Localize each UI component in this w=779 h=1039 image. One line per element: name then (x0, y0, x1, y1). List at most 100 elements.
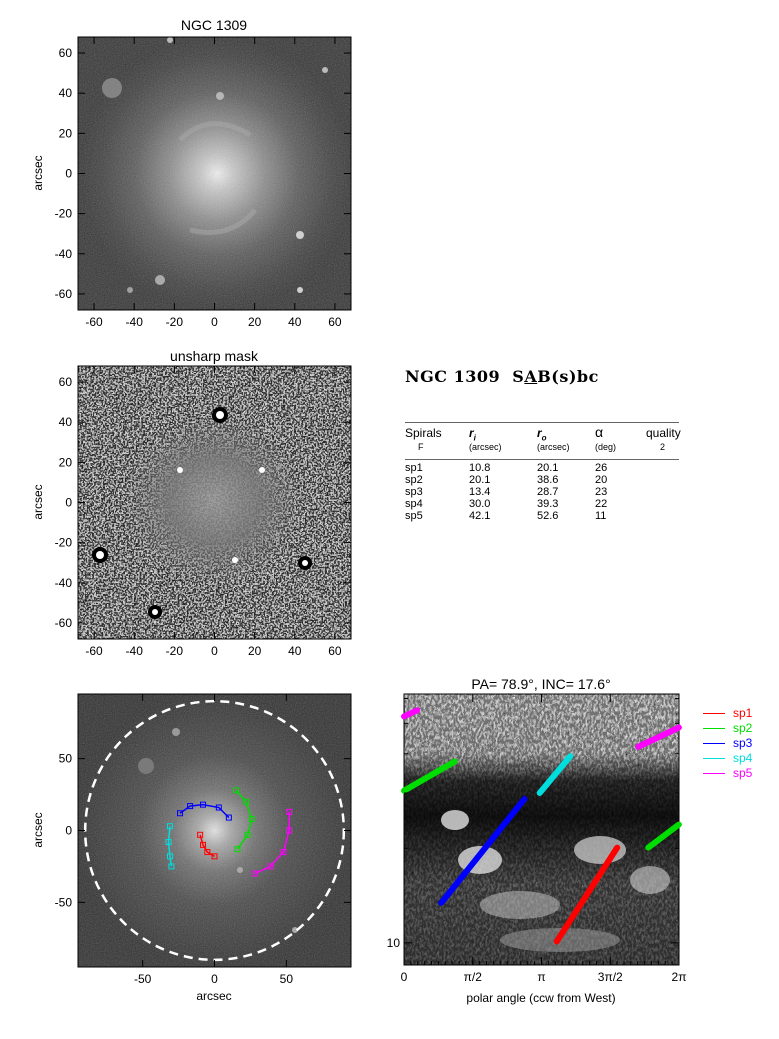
col-ri-unit: (arcsec) (469, 442, 502, 452)
panel-polar-plot (403, 693, 680, 966)
panel3-ticks: -50 0 50 -50 0 50 (55, 694, 351, 986)
panel3-overlays (83, 699, 346, 962)
row-name: sp4 (405, 498, 423, 510)
panel4-xlabel: polar angle (ccw from West) (466, 991, 615, 1005)
panel4-ticks: 0 π/2 π 3π/2 2π 10 (387, 694, 687, 984)
spiral-marker-sp2 (244, 831, 251, 838)
col-ri-symbol: r (469, 426, 474, 440)
x-tick-label: 20 (248, 644, 262, 658)
x-tick-label: -60 (85, 644, 103, 658)
spiral-marker-sp3 (215, 804, 222, 811)
panel4-title: PA= 78.9°, INC= 17.6° (471, 676, 610, 692)
x-tick-label: 2π (672, 970, 687, 984)
spiral-marker-sp5 (267, 863, 274, 870)
col-ri-header: ri (469, 426, 476, 442)
panel-overlay-image (77, 693, 352, 968)
y-tick-label: 40 (59, 86, 73, 100)
panel4-series (401, 707, 682, 945)
row-ri: 20.1 (469, 474, 491, 486)
spiral-marker-sp2 (233, 787, 240, 794)
spiral-marker-sp4 (168, 863, 175, 870)
legend-label: sp3 (733, 736, 753, 750)
y-tick-label: 0 (65, 824, 72, 838)
row-name: sp3 (405, 486, 423, 498)
row-alpha: 23 (595, 486, 608, 498)
series-segment-sp5 (635, 724, 682, 750)
row-alpha: 11 (595, 510, 607, 522)
x-tick-label: 40 (288, 644, 302, 658)
y-tick-label: 60 (59, 46, 73, 60)
legend-label: sp5 (733, 766, 753, 780)
galaxy-header: NGC 1309 SAB(s)bc (405, 367, 599, 386)
x-tick-label: -40 (126, 315, 144, 329)
spiral-marker-sp1 (197, 831, 204, 838)
spiral-marker-sp3 (225, 814, 232, 821)
legend-label: sp2 (733, 721, 753, 735)
legend-item: sp1 (703, 706, 779, 721)
y-tick-label: -40 (55, 576, 73, 590)
row-ri: 30.0 (469, 498, 491, 510)
col-ro-unit: (arcsec) (537, 442, 570, 452)
table-top-rule (405, 422, 679, 423)
row-name: sp1 (405, 462, 423, 474)
y-tick-label: -60 (55, 616, 73, 630)
table-row: sp1 10.8 20.1 26 (405, 462, 679, 474)
panel3-ylabel: arcsec (31, 812, 45, 847)
morph-suffix: B(s)bc (537, 367, 599, 386)
row-ri: 13.4 (469, 486, 491, 498)
col-alpha-unit: (deg) (595, 442, 617, 452)
col-ri-subscript: i (473, 433, 476, 443)
spiral-marker-sp2 (243, 798, 250, 805)
x-tick-label: 50 (280, 972, 294, 986)
row-ro: 38.6 (537, 474, 559, 486)
row-alpha: 20 (595, 474, 608, 486)
spiral-marker-sp2 (248, 816, 255, 823)
legend-item: sp4 (703, 751, 779, 766)
y-tick-label: 10 (387, 936, 401, 950)
table-row: sp3 13.4 28.7 23 (405, 486, 679, 498)
galaxy-name: NGC 1309 (405, 367, 501, 386)
legend-line (703, 773, 725, 774)
y-tick-label: 60 (59, 375, 73, 389)
spiral-marker-sp5 (251, 870, 258, 877)
spiral-marker-sp1 (200, 841, 207, 848)
col-ro-header: ro (537, 426, 547, 442)
spiral-marker-sp4 (166, 853, 173, 860)
y-tick-label: 0 (65, 167, 72, 181)
spiral-marker-sp5 (286, 808, 293, 815)
y-tick-label: -20 (55, 536, 73, 550)
y-tick-label: 40 (59, 415, 73, 429)
panel3-xlabel: arcsec (196, 989, 231, 1003)
spiral-marker-sp4 (165, 838, 172, 845)
x-tick-label: π/2 (464, 970, 483, 984)
legend: sp1 sp2 sp3 sp4 sp5 (703, 706, 779, 781)
row-alpha: 26 (595, 462, 608, 474)
x-tick-label: 20 (248, 315, 262, 329)
table-subheader-row: F (arcsec) (arcsec) (deg) 2 (405, 442, 679, 455)
panel-ngc1309-image (77, 36, 352, 311)
series-segment-sp4 (536, 753, 574, 797)
col-quality-header: quality (646, 426, 681, 440)
x-tick-label: 0 (401, 970, 408, 984)
legend-line (703, 758, 725, 759)
row-alpha: 22 (595, 498, 608, 510)
x-tick-label: 0 (211, 315, 218, 329)
spiral-table: Spirals ri ro α quality F (arcsec) (arcs… (405, 422, 681, 522)
morph-prefix: S (512, 367, 525, 386)
x-tick-label: -20 (166, 644, 184, 658)
spiral-arc-sp3 (179, 803, 230, 819)
series-segment-sp1 (553, 844, 621, 945)
x-tick-label: -20 (166, 315, 184, 329)
panel-unsharp-mask-image (77, 365, 352, 640)
table-row: sp5 42.1 52.6 11 (405, 510, 679, 522)
legend-label: sp1 (733, 706, 753, 720)
y-tick-label: 20 (59, 126, 73, 140)
row-name: sp5 (405, 510, 423, 522)
col-spirals-header: Spirals (405, 426, 442, 440)
panel1-title: NGC 1309 (181, 17, 247, 33)
y-tick-label: -50 (55, 895, 73, 909)
series-segment-sp3 (438, 796, 528, 906)
col-quality-value: 2 (660, 442, 666, 452)
legend-label: sp4 (733, 751, 753, 765)
col-ro-subscript: o (541, 433, 547, 443)
